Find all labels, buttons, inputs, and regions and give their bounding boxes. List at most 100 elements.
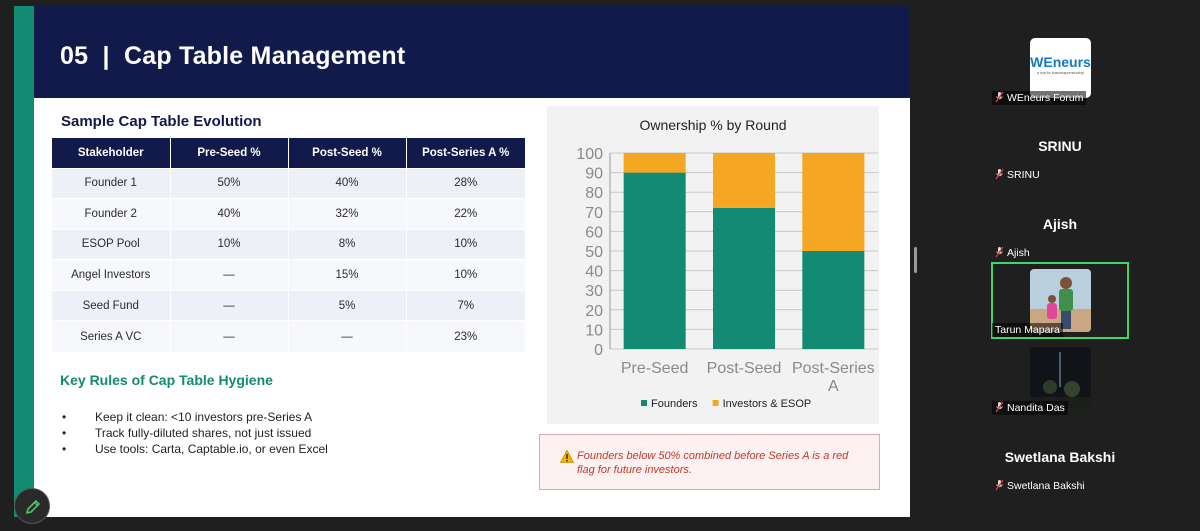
legend-label: Investors & ESOP (723, 398, 812, 410)
slide-accent-bar (14, 6, 34, 517)
chart-title: Ownership % by Round (639, 117, 786, 133)
table-header-cell: Pre-Seed % (170, 138, 289, 168)
weneurs-logo: WEneurs (1030, 54, 1091, 70)
panel-resize-handle[interactable] (914, 247, 917, 273)
table-row: Seed Fund — 5% 7% (52, 289, 525, 321)
annotate-button[interactable] (14, 488, 50, 524)
table-header-row: Stakeholder Pre-Seed % Post-Seed % Post-… (52, 138, 525, 168)
table-cell: — (170, 320, 289, 352)
legend-swatch (641, 400, 647, 406)
table-cell: 32% (288, 198, 407, 230)
table-cell: 22% (406, 198, 525, 230)
pen-icon (26, 500, 40, 514)
table-cell: 15% (288, 259, 407, 291)
table-cell: 8% (288, 228, 407, 260)
table-cell: — (170, 289, 289, 321)
slide-header (34, 6, 910, 98)
participant-name: SRINU (1007, 169, 1040, 181)
participant-tile-weneurs[interactable]: WEneurs a hub for businesspreneurship (1030, 38, 1091, 98)
table-row: ESOP Pool 10% 8% 10% (52, 228, 525, 260)
cap-table: Stakeholder Pre-Seed % Post-Seed % Post-… (52, 138, 525, 352)
legend-swatch (712, 400, 719, 406)
y-tick-label: 50 (585, 244, 603, 261)
warning-text: Founders below 50% combined before Serie… (577, 450, 849, 476)
y-tick-label: 60 (585, 224, 603, 241)
table-cell: 23% (406, 320, 525, 352)
participant-video-tarun (1030, 269, 1091, 332)
participant-label: Ajish (995, 246, 1030, 260)
x-tick-label: Pre-Seed (621, 360, 689, 377)
participant-label: WEneurs Forum (992, 91, 1087, 105)
table-cell: Founder 2 (52, 198, 171, 230)
table-cell: 5% (288, 289, 407, 321)
table-cell: Series A VC (52, 320, 171, 352)
y-tick-label: 20 (585, 303, 603, 320)
mic-muted-icon (995, 479, 1004, 491)
slide-title: 05 | Cap Table Management (60, 42, 406, 70)
rules-title: Key Rules of Cap Table Hygiene (60, 372, 273, 388)
table-header-cell: Post-Series A % (406, 138, 525, 168)
list-item: Keep it clean: <10 investors pre-Series … (60, 409, 328, 425)
table-row: Series A VC — — 23% (52, 320, 525, 352)
table-cell: Angel Investors (52, 259, 171, 291)
bar-segment (713, 207, 775, 349)
participant-name: WEneurs Forum (1007, 92, 1084, 104)
table-header-cell: Post-Seed % (288, 138, 407, 168)
participant-tile-name[interactable]: SRINU (1038, 138, 1082, 154)
ownership-chart-svg: Ownership % by Round 0 10 20 30 40 50 60 70 80 90 1… (576, 117, 878, 410)
y-tick-label: 90 (585, 166, 603, 183)
participant-label: Tarun Mapara (992, 323, 1063, 337)
table-row: Angel Investors — 15% 10% (52, 259, 525, 291)
rules-list: Keep it clean: <10 investors pre-Series … (60, 409, 328, 457)
x-tick-label: Post-Seed (707, 360, 782, 377)
table-row: Founder 1 50% 40% 28% (52, 167, 525, 199)
table-section-title: Sample Cap Table Evolution (61, 113, 262, 130)
table-cell: 10% (406, 228, 525, 260)
mic-muted-icon (995, 168, 1004, 180)
table-cell: 10% (170, 228, 289, 260)
table-cell: 40% (170, 198, 289, 230)
bar-segment (623, 153, 686, 173)
table-cell: 7% (406, 289, 525, 321)
shared-slide: 05 | Cap Table Management Sample Cap Tab… (14, 6, 910, 517)
warning-icon (560, 450, 574, 463)
y-tick-label: 0 (594, 342, 603, 359)
participant-name: Swetlana Bakshi (1007, 480, 1085, 492)
y-tick-label: 40 (585, 264, 603, 281)
table-cell: 50% (170, 167, 289, 199)
participant-tile-name[interactable]: Ajish (1042, 216, 1078, 232)
table-cell: — (170, 259, 289, 291)
ownership-chart: Ownership % by Round 0 10 20 30 40 50 60 70 80 90 1… (547, 106, 879, 424)
weneurs-logo-tagline: a hub for businesspreneurship (1036, 71, 1085, 75)
participant-name: Nandita Das (1007, 402, 1065, 414)
warning-callout: Founders below 50% combined before Serie… (539, 434, 880, 490)
table-cell: Seed Fund (52, 289, 171, 321)
table-cell: ESOP Pool (52, 228, 171, 260)
bar-segment (802, 153, 865, 251)
list-item: Use tools: Carta, Captable.io, or even E… (60, 441, 328, 457)
mic-muted-icon (995, 91, 1004, 103)
list-item: Track fully-diluted shares, not just iss… (60, 425, 328, 441)
participant-tile-name[interactable]: Swetlana Bakshi (1004, 449, 1116, 465)
x-tick-label: A (828, 378, 839, 395)
active-speaker-frame[interactable] (991, 262, 1129, 339)
bar-segment (623, 172, 686, 349)
legend-label: Founders (651, 398, 698, 410)
participant-photo (1030, 347, 1091, 408)
table-cell: — (288, 320, 407, 352)
participant-name: Ajish (1007, 247, 1030, 259)
y-tick-label: 100 (576, 146, 603, 163)
y-tick-label: 70 (585, 205, 603, 222)
y-tick-label: 80 (585, 185, 603, 202)
table-cell: 40% (288, 167, 407, 199)
participant-label: SRINU (995, 168, 1040, 182)
participant-label: Swetlana Bakshi (995, 479, 1085, 493)
x-tick-label: Post-Series (792, 360, 875, 377)
table-cell: 10% (406, 259, 525, 291)
table-cell: Founder 1 (52, 167, 171, 199)
mic-muted-icon (995, 401, 1004, 413)
table-cell: 28% (406, 167, 525, 199)
bar-segment (802, 251, 865, 349)
y-tick-label: 30 (585, 283, 603, 300)
